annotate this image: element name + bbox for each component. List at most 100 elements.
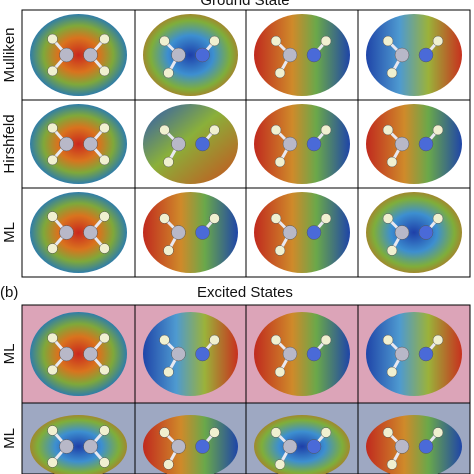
atom: [209, 213, 220, 224]
atom: [418, 225, 434, 240]
molecule: [382, 124, 444, 168]
atom: [320, 35, 332, 47]
atom: [282, 47, 298, 63]
atom: [99, 364, 110, 376]
atom: [163, 366, 174, 378]
atom: [282, 346, 298, 362]
atom: [306, 346, 322, 362]
atom: [47, 243, 58, 254]
atom: [274, 366, 286, 378]
atom: [394, 225, 410, 240]
atom: [171, 346, 186, 362]
molecule: [270, 427, 332, 470]
molecule: [382, 334, 444, 378]
atom: [382, 124, 394, 136]
row-label: Mulliken: [1, 27, 18, 82]
atom: [99, 457, 110, 468]
atom: [83, 136, 98, 152]
potential-surface: [30, 192, 127, 273]
atom: [270, 35, 282, 47]
atom: [270, 427, 282, 438]
potential-surface: [366, 312, 462, 396]
atom: [432, 427, 444, 438]
atom: [195, 439, 210, 454]
atom: [386, 245, 398, 256]
molecule: [159, 427, 220, 470]
atom: [47, 154, 58, 166]
potential-surface: [143, 14, 238, 96]
atom: [432, 35, 444, 47]
atom: [99, 332, 110, 344]
atom: [306, 439, 322, 454]
atom: [195, 47, 210, 63]
atom: [159, 213, 170, 224]
atom: [386, 459, 398, 470]
atom: [59, 439, 74, 454]
atom: [418, 439, 434, 454]
row-label: ML: [1, 222, 18, 243]
atom: [195, 225, 210, 240]
molecule: [270, 124, 332, 168]
molecule: [159, 35, 220, 79]
atom: [320, 124, 332, 136]
potential-surface: [143, 192, 238, 273]
row-label: ML: [1, 428, 18, 449]
atom: [171, 439, 186, 454]
molecule: [159, 334, 220, 378]
potential-surface: [30, 312, 127, 396]
atom: [99, 425, 110, 436]
atom: [163, 67, 174, 79]
atom: [394, 136, 410, 152]
potential-surface: [30, 14, 127, 96]
atom: [159, 124, 170, 136]
panel-title: Excited States: [197, 284, 293, 301]
atom: [386, 366, 398, 378]
molecule: [270, 35, 332, 79]
potential-surface: [254, 192, 350, 273]
potential-surface: [143, 312, 238, 396]
molecule: [47, 122, 110, 166]
atom: [59, 225, 74, 240]
atom: [209, 334, 220, 346]
atom: [163, 156, 174, 168]
atom: [394, 346, 410, 362]
molecule: [47, 332, 110, 376]
atom: [320, 427, 332, 438]
atom: [282, 225, 298, 240]
atom: [320, 213, 332, 224]
atom: [274, 245, 286, 256]
atom: [47, 332, 58, 344]
molecule: [159, 124, 220, 168]
atom: [418, 47, 434, 63]
molecule: [47, 211, 110, 254]
atom: [386, 156, 398, 168]
atom: [47, 122, 58, 134]
potential-surface: [366, 14, 462, 96]
atom: [171, 225, 186, 240]
atom: [320, 334, 332, 346]
atom: [99, 122, 110, 134]
atom: [47, 425, 58, 436]
atom: [418, 136, 434, 152]
atom: [59, 136, 74, 152]
row-label: Hirshfeld: [1, 114, 18, 173]
atom: [47, 65, 58, 77]
atom: [418, 346, 434, 362]
atom: [159, 334, 170, 346]
atom: [270, 124, 282, 136]
atom: [195, 346, 210, 362]
potential-surface: [254, 14, 350, 96]
atom: [432, 213, 444, 224]
atom: [282, 136, 298, 152]
atom: [163, 459, 174, 470]
potential-surface: [366, 104, 462, 184]
atom: [274, 67, 286, 79]
atom: [306, 225, 322, 240]
molecule: [270, 334, 332, 378]
atom: [47, 364, 58, 376]
atom: [159, 427, 170, 438]
panel-title: Ground State: [200, 0, 289, 9]
atom: [270, 213, 282, 224]
atom: [99, 33, 110, 45]
